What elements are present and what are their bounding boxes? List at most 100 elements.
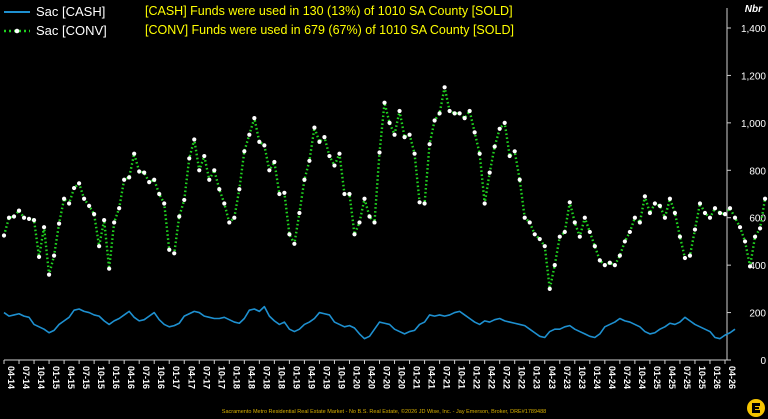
data-point-conv [187,156,192,161]
x-tick-label: 07-16 [141,366,151,389]
x-tick-label: 01-23 [532,366,542,389]
data-point-conv [732,215,738,220]
data-point-conv [312,125,317,130]
data-point-conv [457,111,462,116]
data-point-conv [302,177,307,182]
data-point-conv [307,158,312,163]
data-point-conv [762,196,768,201]
data-point-conv [697,201,703,206]
data-point-conv [657,203,663,208]
x-tick-label: 07-15 [81,366,91,389]
data-point-conv [422,201,427,206]
data-point-conv [472,130,477,135]
x-tick-label: 10-14 [36,366,46,389]
data-point-conv [182,197,187,203]
x-tick-label: 04-24 [607,366,617,389]
y-axis-label: Nbr [744,4,762,15]
data-point-conv [92,212,97,217]
data-point-conv [342,191,347,197]
data-point-conv [137,169,142,174]
data-point-conv [11,214,17,219]
data-point-conv [737,225,743,230]
data-point-conv [207,177,212,182]
data-point-conv [77,181,82,186]
x-tick-label: 04-20 [367,366,377,389]
data-point-conv [277,191,282,197]
data-point-conv [562,229,567,235]
data-point-conv [602,263,607,268]
data-point-conv [287,232,292,237]
x-tick-label: 01-18 [231,366,241,389]
data-point-conv [122,177,127,182]
data-point-conv [31,217,37,223]
footer-credit: Sacramento Metro Residential Real Estate… [221,409,547,415]
x-tick-label: 07-18 [261,366,271,389]
data-point-conv [447,108,452,114]
x-tick-label: 10-23 [577,366,587,389]
data-point-conv [217,187,222,192]
x-tick-label: 10-24 [637,366,647,389]
data-point-conv [742,239,748,244]
data-point-conv [332,163,337,168]
data-point-conv [212,168,217,173]
x-tick-label: 07-21 [442,366,452,389]
x-tick-label: 01-20 [351,366,361,389]
legend-label-conv: Sac [CONV] [36,23,107,38]
y-tick-label: 400 [749,261,766,272]
x-tick-label: 01-16 [111,366,121,389]
data-point-conv [192,137,197,142]
data-point-conv [97,244,102,249]
x-tick-label: 01-15 [51,366,61,389]
data-point-conv [297,210,302,216]
x-tick-label: 04-22 [487,366,497,389]
data-point-conv [597,258,602,263]
y-tick-label: 0 [760,356,766,367]
data-point-conv [512,149,517,154]
legend-label-cash: Sac [CASH] [36,4,106,19]
data-point-conv [157,191,162,197]
legend-swatch-conv [4,28,30,33]
data-point-conv [652,201,658,206]
data-point-conv [542,244,547,249]
data-point-conv [482,201,487,206]
data-point-conv [672,210,678,216]
x-tick-label: 04-23 [547,366,557,389]
brand-logo-icon [747,399,765,417]
data-point-conv [147,180,152,185]
data-point-conv [527,220,532,225]
x-tick-label: 01-24 [592,366,602,389]
y-tick-label: 800 [749,166,766,177]
x-tick-label: 01-22 [472,366,482,389]
data-point-conv [502,120,507,125]
series-line-conv [2,86,767,291]
data-point-conv [117,206,122,211]
data-point-conv [642,194,647,199]
x-tick-label: 07-14 [21,366,31,389]
x-tick-label: 07-22 [502,366,512,389]
data-point-conv [367,214,372,219]
data-point-conv [572,220,577,225]
data-point-conv [757,226,763,231]
data-point-conv [667,196,673,201]
data-point-conv [497,126,502,131]
data-point-conv [6,215,12,220]
data-point-conv [612,263,617,268]
data-point-conv [647,210,653,216]
data-point-conv [442,85,447,90]
series-points [1,85,768,291]
data-point-conv [607,260,612,265]
data-point-conv [66,201,72,206]
x-tick-label: 04-17 [186,366,196,389]
data-point-conv [627,229,632,235]
data-point-conv [262,143,267,148]
data-point-conv [752,234,758,239]
data-point-conv [1,233,7,238]
data-point-conv [337,151,342,156]
series-line-cash [3,305,736,340]
data-point-conv [467,108,472,114]
data-point-conv [247,132,252,137]
data-point-conv [272,159,277,165]
annotation-conv: [CONV] Funds were used in 679 (67%) of 1… [145,23,514,37]
data-point-conv [622,239,627,244]
